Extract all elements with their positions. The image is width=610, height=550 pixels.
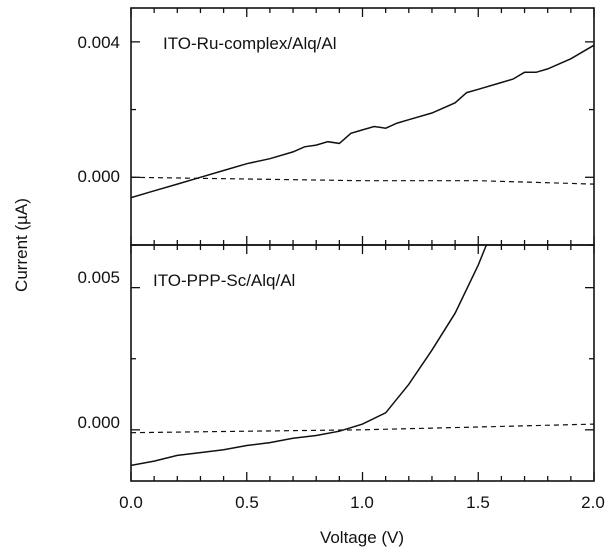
top-ytick-label-1: 0.000 bbox=[77, 167, 120, 186]
top-ytick-label-0: 0.004 bbox=[77, 33, 120, 52]
top-panel-label: ITO-Ru-complex/Alq/Al bbox=[163, 34, 337, 53]
top-series-dashed-line bbox=[131, 176, 594, 185]
xtick-label-0: 0.0 bbox=[119, 493, 143, 512]
bottom-series-dashed-line bbox=[131, 423, 594, 434]
xtick-label-2: 1.0 bbox=[350, 493, 374, 512]
top-series-solid-line bbox=[131, 44, 594, 199]
xtick-label-4: 2.0 bbox=[581, 493, 605, 512]
x-axis-title: Voltage (V) bbox=[320, 528, 404, 547]
xtick-label-1: 0.5 bbox=[235, 493, 259, 512]
bottom-ytick-label-1: 0.000 bbox=[77, 413, 120, 432]
bottom-panel-label: ITO-PPP-Sc/Alq/Al bbox=[153, 271, 295, 290]
xtick-label-3: 1.5 bbox=[466, 493, 490, 512]
y-axis-title: Current (µA) bbox=[12, 198, 31, 292]
bottom-ytick-label-0: 0.005 bbox=[77, 268, 120, 287]
tick-marks bbox=[130, 8, 595, 481]
bottom-series-solid-line bbox=[131, 245, 488, 467]
